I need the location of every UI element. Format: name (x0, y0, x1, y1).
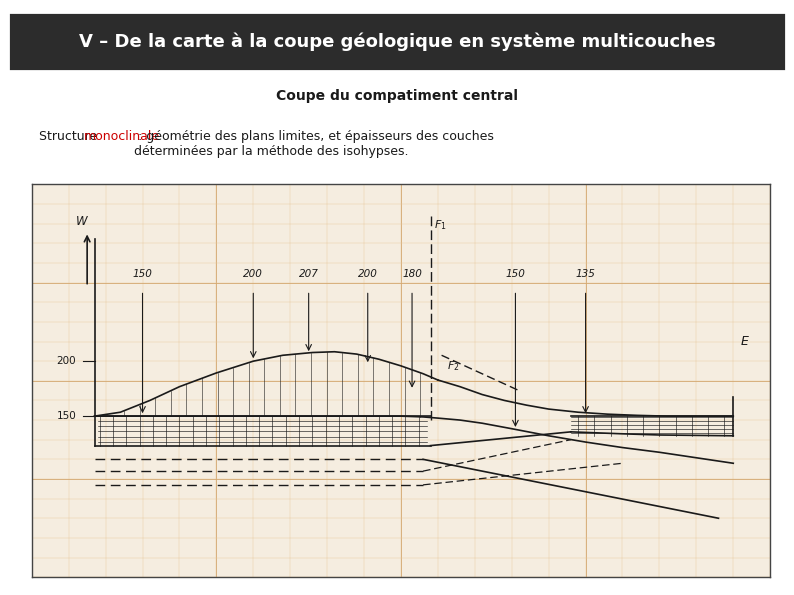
Text: 200: 200 (56, 356, 76, 366)
Text: E: E (740, 336, 748, 349)
Text: W: W (76, 215, 88, 228)
Text: 150: 150 (506, 269, 526, 278)
Text: 207: 207 (299, 269, 318, 278)
Text: 150: 150 (56, 411, 76, 421)
Text: Structure: Structure (39, 130, 102, 143)
Text: V – De la carte à la coupe géologique en système multicouches: V – De la carte à la coupe géologique en… (79, 32, 715, 51)
Text: monoclinale: monoclinale (84, 130, 160, 143)
Text: 200: 200 (243, 269, 264, 278)
Text: 180: 180 (402, 269, 422, 278)
Text: Coupe du compatiment central: Coupe du compatiment central (276, 89, 518, 104)
Text: 200: 200 (358, 269, 378, 278)
Text: : géométrie des plans limites, et épaisseurs des couches
déterminées par la méth: : géométrie des plans limites, et épaiss… (134, 130, 494, 158)
Text: 150: 150 (133, 269, 152, 278)
Text: 135: 135 (576, 269, 596, 278)
Text: $F_1$: $F_1$ (434, 218, 447, 231)
Text: $F_2$: $F_2$ (447, 359, 459, 373)
